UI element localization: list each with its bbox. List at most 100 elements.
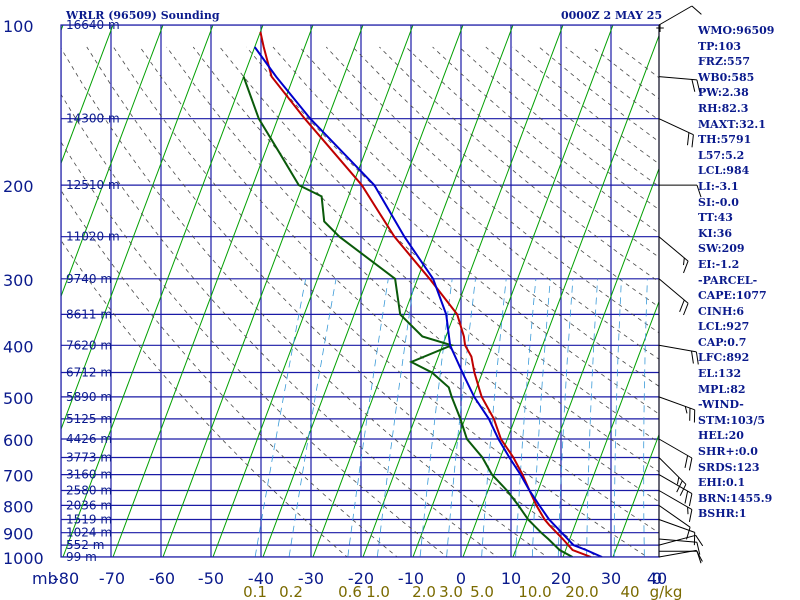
y-tick-label: 100 <box>3 17 34 36</box>
wind-barb-flag <box>679 299 685 312</box>
mixing-ratio-label: 0.1 <box>243 583 267 600</box>
index-line: KI:36 <box>698 226 733 240</box>
mixing-ratio-label: 1.0 <box>366 583 390 600</box>
mixing-ratio-label: 20.0 <box>565 583 598 600</box>
wind-barb-flag <box>684 490 689 504</box>
mixing-ratio-line <box>419 278 453 557</box>
index-line: LCL:927 <box>698 320 750 334</box>
dry-adiabat-line <box>272 46 659 387</box>
x-tick-label: 0 <box>456 569 466 588</box>
index-line: SHR+:0.0 <box>698 445 758 459</box>
wind-barb-flag <box>688 509 693 522</box>
height-label: 1519 m <box>66 513 112 527</box>
index-line: EL:132 <box>698 367 742 381</box>
height-label: 3160 m <box>66 468 112 482</box>
wind-barb-flag <box>684 406 688 414</box>
height-label: 4426 m <box>66 432 112 446</box>
height-label: 1024 m <box>66 526 112 540</box>
isotherm-line <box>462 34 659 557</box>
isotherm-line <box>61 25 164 298</box>
isotherm-line <box>412 25 614 557</box>
profiles <box>242 31 603 557</box>
x-unit-label: mb <box>32 569 58 588</box>
height-label: 7620 m <box>66 338 112 352</box>
x-tick-label: 20 <box>551 569 571 588</box>
mixing-ratio-label: 10.0 <box>518 583 551 600</box>
wind-barb <box>658 396 695 411</box>
mixing-ratio-label: 3.0 <box>439 583 463 600</box>
parcel-profile <box>253 46 603 557</box>
background-lines <box>61 25 659 557</box>
wind-barb <box>658 538 697 543</box>
wind-barb-flag <box>691 134 694 148</box>
wind-barb-flag <box>695 351 699 365</box>
dry-adiabat-line <box>192 46 659 473</box>
index-line: RH:82.3 <box>698 101 749 115</box>
x-tick-label: 0 <box>652 569 662 588</box>
wind-barb-flag <box>688 457 693 471</box>
index-line: TH:5791 <box>698 133 752 147</box>
wind-barb <box>658 344 697 353</box>
height-label: 2580 m <box>66 484 112 498</box>
y-tick-label: 400 <box>3 337 34 356</box>
chart-timestamp: 0000Z 2 MAY 25 <box>561 9 663 22</box>
y-tick-label: 200 <box>3 177 34 196</box>
index-line: EHI:0.1 <box>698 476 746 490</box>
index-line: BSHR:1 <box>698 507 747 521</box>
isotherm-line <box>262 25 464 557</box>
height-label: 8611 m <box>66 307 112 321</box>
wind-barb-flag <box>683 260 689 274</box>
wind-barb-flag <box>691 79 696 92</box>
dry-adiabat-line <box>113 46 648 557</box>
index-line: MPL:82 <box>698 382 746 396</box>
isotherm-line <box>112 25 314 557</box>
dry-adiabat-line <box>246 46 659 415</box>
index-line: LFC:892 <box>698 351 750 365</box>
index-line: CAPE:1077 <box>698 289 767 303</box>
index-line: FRZ:557 <box>698 55 751 69</box>
x-tick-label: 40 <box>647 569 667 588</box>
isotherm-line <box>61 25 214 431</box>
index-line: PW:2.38 <box>698 86 749 100</box>
wind-barb-flag <box>683 257 685 266</box>
wind-barb-flag <box>684 455 689 469</box>
x-tick-label: 10 <box>501 569 521 588</box>
isotherm-line <box>512 167 659 557</box>
y-tick-label: 600 <box>3 431 34 450</box>
y-tick-label: 1000 <box>3 549 44 568</box>
dry-adiabat-line <box>219 46 659 443</box>
wind-barb <box>658 5 693 26</box>
wind-barb-flag <box>688 493 693 507</box>
chart-title: WRLR (96509) Sounding <box>66 9 220 22</box>
wind-barb <box>658 236 689 262</box>
isotherm-line <box>362 25 564 557</box>
dry-adiabat-line <box>61 47 548 557</box>
wind-barb <box>658 438 693 459</box>
isotherm-line <box>61 25 114 165</box>
height-label: 6712 m <box>66 366 112 380</box>
y-tick-label: 800 <box>3 497 34 516</box>
mixing-ratio-label: 0.2 <box>279 583 303 600</box>
wind-barb <box>658 457 687 485</box>
dry-adiabat-line <box>166 46 659 503</box>
index-line: HEL:20 <box>698 429 744 443</box>
wind-barb-flag <box>676 480 683 493</box>
x-tick-label: -50 <box>198 569 224 588</box>
x-tick-label: -10 <box>398 569 424 588</box>
y-tick-label: 500 <box>3 389 34 408</box>
dry-adiabat-line <box>61 93 498 557</box>
wind-barb <box>658 504 691 528</box>
mixing-ratio-line <box>347 278 389 557</box>
y-tick-label: 300 <box>3 271 34 290</box>
temperature-profile <box>259 31 592 557</box>
x-tick-label: 30 <box>601 569 621 588</box>
height-label: 5890 m <box>66 390 112 404</box>
mixing-ratio-line <box>254 278 307 557</box>
dry-adiabat-line <box>61 189 398 557</box>
wind-barb-flag <box>691 350 694 364</box>
index-line: WB0:585 <box>698 70 755 84</box>
mixing-ratio-line <box>557 278 574 557</box>
wind-barb-flag <box>687 132 690 146</box>
mixing-ratio-line <box>288 278 337 557</box>
height-label: 3773 m <box>66 451 112 465</box>
